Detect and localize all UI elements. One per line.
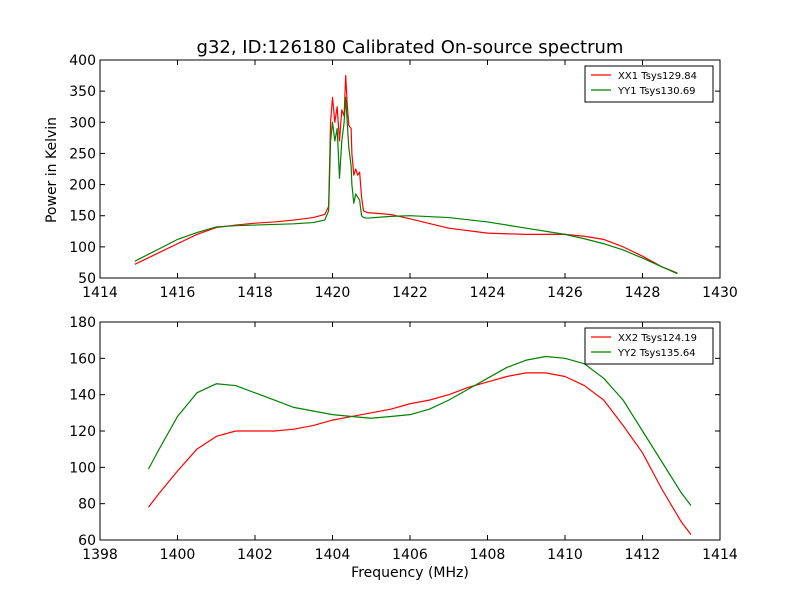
legend-box [584,327,714,365]
series-line-red [147,372,692,535]
y-tick-label: 100 [69,240,96,256]
x-tick-label: 1422 [392,285,428,301]
series-line-red [134,74,678,274]
y-tick-label: 250 [69,146,96,162]
x-tick-label: 1420 [315,285,351,301]
y-tick-label: 180 [69,315,96,331]
y-tick-label: 300 [69,115,96,131]
y-axis-label: Power in Kelvin [44,117,60,223]
x-axis-label: Frequency (MHz) [351,565,469,581]
x-tick-label: 1402 [237,547,273,563]
x-tick-label: 1430 [702,285,738,301]
x-tick-label: 1426 [547,285,583,301]
x-tick-label: 1408 [470,547,506,563]
legend-box [584,65,714,103]
y-tick-label: 350 [69,84,96,100]
x-tick-label: 1404 [315,547,351,563]
y-tick-label: 150 [69,209,96,225]
x-tick-label: 1418 [237,285,273,301]
x-tick-label: 1414 [82,285,118,301]
x-tick-label: 1424 [470,285,506,301]
legend-label: YY2 Tsys135.64 [617,348,696,359]
legend-label: XX1 Tsys129.84 [618,71,697,82]
x-tick-label: 1414 [702,547,738,563]
x-tick-label: 1400 [160,547,196,563]
y-tick-label: 80 [78,497,96,513]
x-tick-label: 1410 [547,547,583,563]
y-tick-label: 140 [69,388,96,404]
y-tick-label: 120 [69,424,96,440]
x-tick-label: 1398 [82,547,118,563]
y-tick-label: 60 [78,533,96,549]
x-tick-label: 1406 [392,547,428,563]
y-tick-label: 400 [69,53,96,69]
chart-title: g32, ID:126180 Calibrated On-source spec… [197,37,624,58]
series-line-green [147,355,692,506]
legend: XX2 Tsys124.19 YY2 Tsys135.64 [584,327,714,365]
x-tick-label: 1412 [625,547,661,563]
legend-label: XX2 Tsys124.19 [618,333,697,344]
y-tick-label: 100 [69,460,96,476]
series-line-green [134,96,678,275]
legend: XX1 Tsys129.84 YY1 Tsys130.69 [584,65,714,103]
y-tick-label: 50 [78,271,96,287]
y-tick-label: 200 [69,178,96,194]
top-panel: 1414 1416 1418 1420 1422 1424 1426 1428 1430 50 10… [69,53,738,301]
bottom-panel: 1398 1400 1402 1404 1406 1408 1410 1412 1414 60 80… [69,315,738,563]
x-tick-label: 1428 [625,285,661,301]
x-tick-label: 1416 [160,285,196,301]
y-tick-label: 160 [69,351,96,367]
legend-label: YY1 Tsys130.69 [617,86,696,97]
